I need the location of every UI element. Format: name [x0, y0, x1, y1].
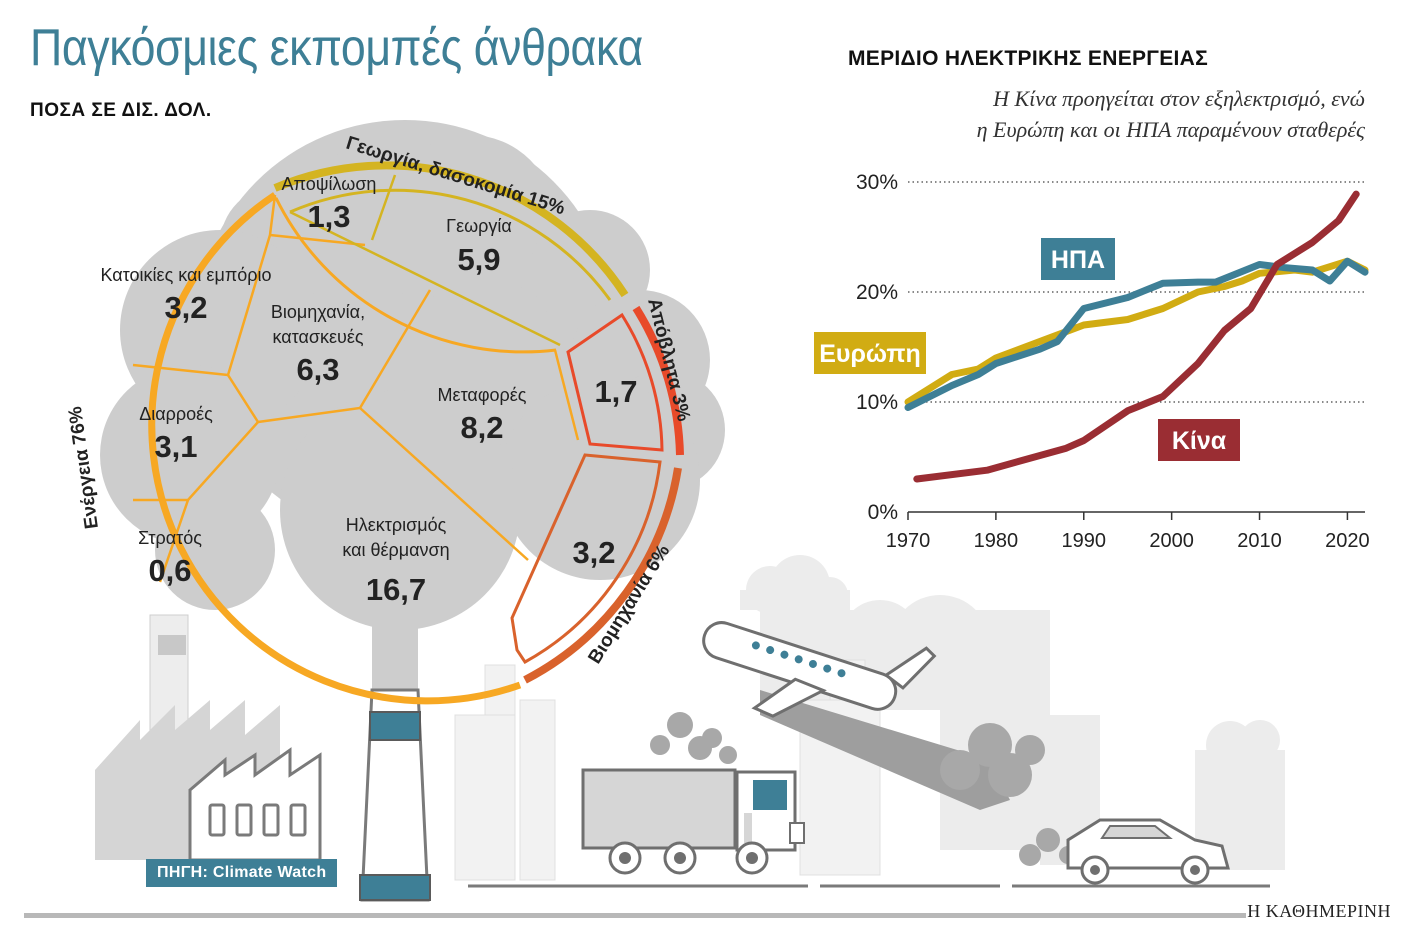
chart-series	[904, 190, 1369, 483]
sector-value: 5,9	[457, 242, 500, 277]
x-tick-label: 2000	[1149, 530, 1194, 552]
sector-value: 3,2	[572, 535, 615, 570]
y-tick-label: 10%	[856, 391, 898, 414]
chart-legend: ΗΠΑ Ευρώπη Κίνα	[814, 238, 1240, 461]
series-line-usa	[904, 257, 1369, 411]
page-title: Παγκόσμιες εκπομπές άνθρακα	[30, 19, 643, 77]
source-label: ΠΗΓΗ: Climate Watch	[146, 859, 338, 887]
background-smoke	[740, 555, 1285, 870]
x-tick-label: 1990	[1062, 530, 1107, 552]
sector-label: Διαρροές	[139, 404, 213, 424]
x-tick-label: 1980	[974, 530, 1019, 552]
y-tick-label: 30%	[856, 171, 898, 194]
sector-labels: Αποψίλωση 1,3 Γεωργία 5,9 Κατοικίες και …	[100, 174, 637, 607]
series-line-europe	[904, 257, 1369, 406]
legend-usa-box	[1041, 238, 1115, 280]
legend-china-box	[1158, 419, 1240, 461]
sector-label: Αποψίλωση	[282, 174, 377, 194]
sector-label: Μεταφορές	[438, 385, 527, 405]
agri-dividers	[289, 174, 561, 347]
airplane	[702, 621, 1045, 810]
legend-europe-box	[814, 332, 926, 374]
sector-label: και θέρμανση	[342, 540, 449, 560]
y-tick-label: 0%	[868, 501, 898, 524]
sector-label: κατασκευές	[272, 327, 363, 347]
legend-china-label: Κίνα	[1172, 427, 1227, 455]
chart-title: ΜΕΡΙΔΙΟ ΗΛΕΚΤΡΙΚΗΣ ΕΝΕΡΓΕΙΑΣ	[848, 47, 1209, 70]
factory	[95, 614, 322, 862]
sector-value: 6,3	[296, 352, 339, 387]
sector-value: 3,1	[154, 429, 197, 464]
line-chart: 0% 10% 20% 30% 1970 1980 1990 2000 2010 2020 ΗΠΑ Ε…	[814, 171, 1370, 552]
sector-label: Γεωργία	[446, 216, 512, 236]
energy-arc	[148, 192, 522, 705]
sector-label: Ηλεκτρισμός	[346, 515, 447, 535]
sector-value: 1,7	[594, 374, 637, 409]
car	[1019, 818, 1230, 885]
sector-label: Κατοικίες και εμπόριο	[100, 265, 271, 285]
agriculture-arc	[273, 161, 629, 298]
outer-ring	[148, 161, 684, 705]
sector-value: 8,2	[460, 410, 503, 445]
sector-label: Στρατός	[138, 528, 202, 548]
legend-usa-label: ΗΠΑ	[1051, 246, 1105, 274]
chimney	[359, 688, 431, 902]
sector-value: 0,6	[148, 553, 191, 588]
industry-arc	[523, 467, 682, 684]
legend-europe-label: Ευρώπη	[819, 340, 921, 368]
sector-label: Βιομηχανία,	[271, 302, 365, 322]
publisher-logo: Η ΚΑΘΗΜΕΡΙΝΗ	[1247, 901, 1391, 921]
truck	[581, 712, 805, 875]
chart-axes: 0% 10% 20% 30% 1970 1980 1990 2000 2010 2020	[856, 171, 1370, 552]
x-tick-label: 2020	[1325, 530, 1370, 552]
chart-subtitle-line-1: Η Κίνα προηγείται στον εξηλεκτρισμό, ενώ	[993, 86, 1365, 111]
sector-value: 3,2	[164, 290, 207, 325]
y-tick-label: 20%	[856, 281, 898, 304]
energy-label: Ενέργεια 76%	[65, 405, 103, 530]
series-line-china	[913, 190, 1360, 483]
chart-subtitle-line-2: η Ευρώπη και οι ΗΠΑ παραμένουν σταθερές	[976, 117, 1365, 142]
footer-divider	[24, 913, 1246, 918]
sector-value: 16,7	[366, 572, 426, 607]
waste-arc	[632, 305, 684, 456]
page-subtitle: ΠΟΣΑ ΣΕ ΔΙΣ. ΔΟΛ.	[30, 100, 212, 121]
x-tick-label: 1970	[886, 530, 931, 552]
x-tick-label: 2010	[1237, 530, 1282, 552]
sector-value: 1,3	[307, 199, 350, 234]
